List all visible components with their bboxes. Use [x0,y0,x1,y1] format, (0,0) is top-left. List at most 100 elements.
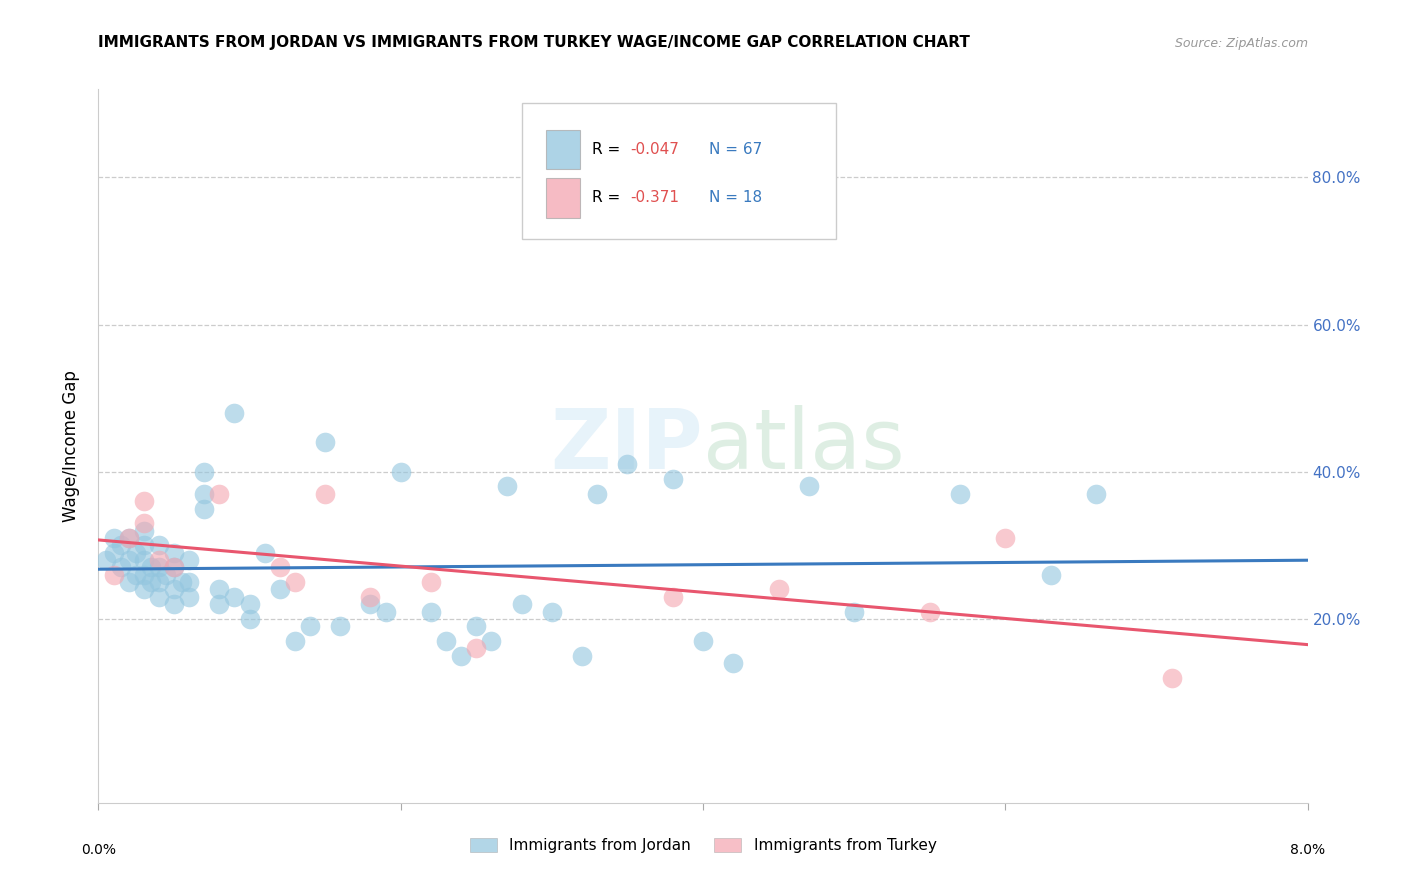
Point [450,648,472,663]
Text: atlas: atlas [703,406,904,486]
Point [329,619,352,633]
Point [571,648,593,663]
Text: 0.0%: 0.0% [82,843,115,857]
FancyBboxPatch shape [546,130,579,169]
Point [1085,487,1108,501]
Point [692,634,714,648]
Text: 8.0%: 8.0% [1291,843,1324,857]
Text: R =: R = [592,191,624,205]
Point [193,501,215,516]
Point [132,524,155,538]
Point [420,605,443,619]
Point [110,538,132,552]
Point [141,575,163,590]
Point [155,567,177,582]
Point [949,487,972,501]
Point [481,634,503,648]
Point [193,487,215,501]
Point [994,531,1017,545]
Point [1160,671,1182,685]
Point [586,487,609,501]
Point [661,590,683,604]
Point [208,487,231,501]
Point [844,605,866,619]
Point [374,605,396,619]
Point [661,472,683,486]
Text: Source: ZipAtlas.com: Source: ZipAtlas.com [1174,37,1308,50]
Point [299,619,322,633]
Point [163,546,186,560]
Point [768,582,790,597]
Point [360,590,382,604]
Point [163,597,186,611]
Point [284,575,307,590]
Point [269,560,291,574]
Text: N = 18: N = 18 [709,191,762,205]
Point [208,597,231,611]
Text: -0.371: -0.371 [630,191,679,205]
Point [284,634,307,648]
Point [224,406,246,420]
Point [360,597,382,611]
Text: IMMIGRANTS FROM JORDAN VS IMMIGRANTS FROM TURKEY WAGE/INCOME GAP CORRELATION CHA: IMMIGRANTS FROM JORDAN VS IMMIGRANTS FRO… [98,35,970,50]
Point [125,546,148,560]
Point [163,582,186,597]
Point [465,641,488,656]
Point [170,575,193,590]
Point [208,582,231,597]
Point [110,560,132,574]
Point [797,479,820,493]
Point [148,560,170,574]
Point [103,546,125,560]
Point [103,531,125,545]
Point [253,546,276,560]
FancyBboxPatch shape [522,103,837,239]
Point [118,575,141,590]
Point [179,590,201,604]
Point [132,516,155,531]
Point [723,656,745,670]
Point [118,531,141,545]
Point [132,538,155,552]
Point [616,458,638,472]
Point [141,560,163,574]
Point [918,605,941,619]
Point [148,575,170,590]
Text: N = 67: N = 67 [709,142,762,157]
Point [148,538,170,552]
Y-axis label: Wage/Income Gap: Wage/Income Gap [62,370,80,522]
Point [132,567,155,582]
Point [94,553,117,567]
Point [269,582,291,597]
Point [148,553,170,567]
Point [163,560,186,574]
Point [465,619,488,633]
Point [132,494,155,508]
Point [224,590,246,604]
Point [540,605,562,619]
Point [389,465,412,479]
Text: ZIP: ZIP [551,406,703,486]
Point [132,582,155,597]
Legend: Immigrants from Jordan, Immigrants from Turkey: Immigrants from Jordan, Immigrants from … [464,831,942,859]
Text: R =: R = [592,142,624,157]
Point [239,612,262,626]
Point [420,575,443,590]
Point [193,465,215,479]
Point [103,567,125,582]
Point [314,487,336,501]
Point [1039,567,1062,582]
Text: -0.047: -0.047 [630,142,679,157]
Point [434,634,457,648]
Point [179,553,201,567]
FancyBboxPatch shape [546,178,579,218]
Point [118,553,141,567]
Point [239,597,262,611]
Point [510,597,533,611]
Point [495,479,517,493]
Point [125,567,148,582]
Point [314,435,336,450]
Point [132,553,155,567]
Point [179,575,201,590]
Point [163,560,186,574]
